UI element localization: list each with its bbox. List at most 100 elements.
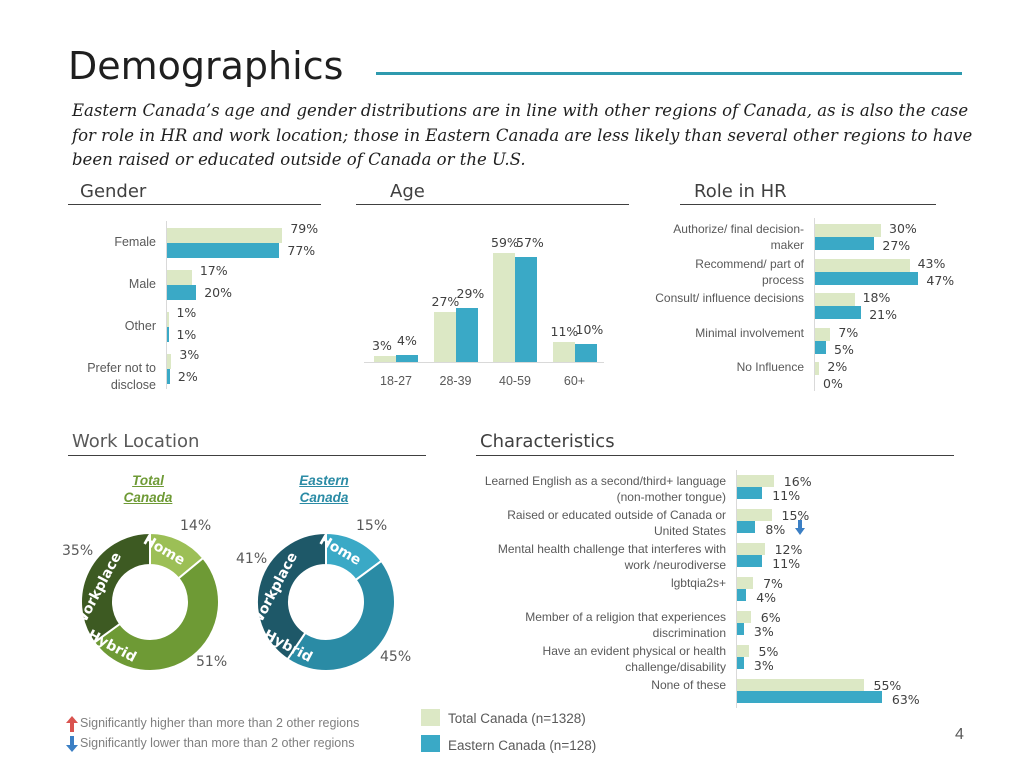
bar [737,589,747,601]
category-label: Raised or educated outside of Canada or … [507,508,726,538]
donut-value-label: 35% [62,543,93,559]
data-label: 29% [456,286,485,302]
bar [167,369,170,384]
donut-slice-workplace [80,531,151,644]
work-location-title: Work Location [72,431,200,452]
donut-slice-hybrid [286,559,396,672]
data-label: 21% [869,307,897,322]
data-label: 43% [917,255,946,271]
donut-slice-hybrid [92,556,221,672]
bar [167,228,283,243]
gender-title: Gender [80,181,147,202]
data-label: 5% [758,644,779,659]
bar [167,270,192,285]
data-label: 4% [397,332,417,348]
donut-slice-workplace [256,531,327,661]
data-label: 27% [431,294,460,310]
data-label: 6% [760,610,781,625]
category-label: Female [114,235,156,249]
donut-caption-eastern: Eastern Canada [299,473,349,505]
age-rule [356,204,629,205]
data-label: 8% [765,522,786,537]
data-label: 55% [873,678,902,693]
category-label: Member of a religion that experiences di… [525,610,726,640]
data-label: 30% [889,221,917,236]
bar [815,306,862,319]
bar [167,354,172,369]
age-title: Age [390,181,425,202]
bar [374,356,396,362]
donut-value-label: 51% [196,654,227,670]
category-label: Recommend/ part of process [695,256,804,287]
arrow-up-icon [66,716,78,732]
data-label: 17% [199,263,228,278]
bar [167,243,280,258]
data-label: 0% [823,376,843,391]
data-label: 2% [827,359,848,374]
category-label: Mental health challenge that interferes … [497,542,726,572]
bar [574,343,597,362]
donut-value-label: 45% [380,649,411,665]
bar [815,258,910,272]
data-label: 18% [862,290,891,305]
bar [737,555,763,567]
bar [493,252,515,362]
data-label: 20% [204,285,232,300]
bar [737,679,864,691]
bar [815,293,855,306]
category-label: Have an evident physical or health chall… [542,644,726,674]
data-label: 77% [287,243,316,258]
legend-swatch-total [421,709,440,726]
data-label: 1% [176,305,197,320]
category-label: Consult/ influence decisions [655,291,804,305]
donut-value-label: 15% [356,518,387,534]
bar [167,327,169,342]
axis-line [814,218,815,391]
bar [167,285,197,300]
donut-value-label: 41% [236,551,267,567]
bar [815,224,881,237]
data-label: 57% [516,234,544,250]
bar [815,362,820,375]
data-label: 7% [763,576,783,591]
axis-line [166,221,167,389]
data-label: 59% [491,234,519,250]
data-label: 47% [926,272,955,288]
significant-lower-note: Significantly lower than more than 2 oth… [80,736,355,750]
category-label: 40-59 [499,374,531,388]
category-label: 28-39 [439,374,472,388]
legend-eastern: Eastern Canada (n=128) [448,738,597,753]
page-number: 4 [955,726,964,743]
bar [737,657,744,669]
data-label: 5% [834,341,854,357]
category-label: 18-27 [380,374,412,388]
significant-higher-note: Significantly higher than more than 2 ot… [80,716,360,730]
bar [737,691,882,703]
role-rule [680,204,936,205]
category-label: lgbtqia2s+ [670,576,726,590]
data-label: 7% [838,324,859,340]
donut-caption-total: Total Canada [123,473,173,505]
work-location-rule [68,455,426,456]
arrow-down-icon [795,520,806,535]
legend-swatch-eastern [421,735,440,752]
bar [737,611,751,623]
data-label: 3% [372,338,392,354]
category-label: 60+ [563,374,586,388]
bar [815,271,919,285]
category-label: Prefer not to disclose [87,361,156,392]
bar [737,543,765,555]
bar [737,487,763,499]
bar [737,577,754,589]
bar [737,521,756,533]
bar [815,237,875,250]
bar [737,509,772,521]
gender-rule [68,204,321,205]
characteristics-title: Characteristics [480,431,615,452]
category-label: Learned English as a second/third+ langu… [484,474,726,504]
data-label: 12% [774,542,803,557]
data-label: 63% [891,692,920,707]
bar [552,341,575,362]
data-label: 3% [179,347,200,362]
